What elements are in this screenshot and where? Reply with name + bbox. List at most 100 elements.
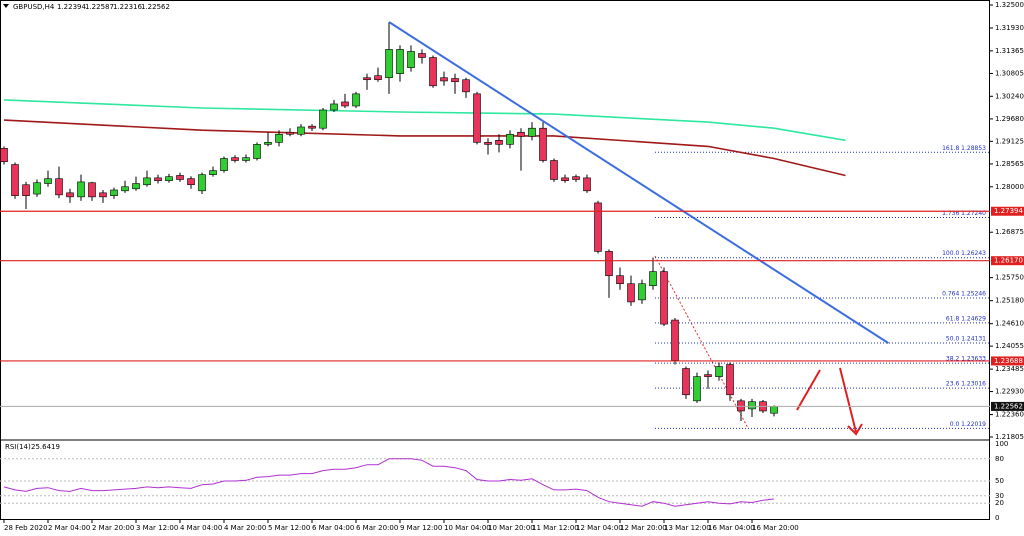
y-tick-label: 1.30805 xyxy=(995,69,1024,77)
y-tick-label: 1.25180 xyxy=(995,297,1024,305)
candle-body xyxy=(363,77,371,81)
candle-body xyxy=(704,374,712,377)
x-tick-label: 6 Mar 20:00 xyxy=(356,524,398,532)
rsi-tick-label: 80 xyxy=(995,455,1004,463)
x-tick-label: 12 Mar 20:00 xyxy=(620,524,667,532)
y-tick-label: 1.24055 xyxy=(995,342,1024,350)
candle-body xyxy=(660,271,668,325)
fib-label: 50.0 1.24131 xyxy=(946,336,986,343)
y-tick-label: 1.21805 xyxy=(995,433,1024,441)
y-tick-label: 1.26875 xyxy=(995,228,1024,236)
rsi-tick-label: 0 xyxy=(995,514,999,522)
rsi-tick-label: 50 xyxy=(995,477,1004,485)
arrow-up xyxy=(796,369,821,411)
current-price-tag xyxy=(991,401,1024,411)
ohlc-low: 1.22316 xyxy=(113,3,142,11)
candle-body xyxy=(770,406,778,414)
candle-body xyxy=(693,376,701,402)
fib-label: 61.8 1.24629 xyxy=(946,315,986,322)
candle-body xyxy=(33,182,41,195)
candle-body xyxy=(154,177,162,182)
candle-body xyxy=(506,133,514,145)
y-tick-label: 1.24610 xyxy=(995,320,1024,328)
candle-body xyxy=(198,174,206,192)
candle-body xyxy=(550,160,558,180)
level-tag xyxy=(991,356,1024,366)
trendline xyxy=(388,21,889,344)
y-tick-label: 1.29680 xyxy=(995,115,1024,123)
ohlc-open: 1.22394 xyxy=(57,3,86,11)
level-label: 1.23688 xyxy=(994,357,1023,365)
x-tick-label: 2 Mar 04:00 xyxy=(48,524,90,532)
candle-body xyxy=(165,176,173,182)
y-tick-label: 1.25750 xyxy=(995,274,1024,282)
candle-body xyxy=(407,51,415,68)
x-tick-label: 6 Mar 04:00 xyxy=(312,524,354,532)
candle-body xyxy=(55,178,63,196)
candle-body xyxy=(561,177,569,182)
candle-body xyxy=(209,170,217,175)
ohlc-high: 1.22587 xyxy=(85,3,114,11)
candle-body xyxy=(253,144,261,159)
candle-body xyxy=(484,142,492,145)
candle-body xyxy=(176,175,184,180)
candle-body xyxy=(616,275,624,285)
rsi-tick-label: 100 xyxy=(995,440,1008,448)
fib-anchor-line xyxy=(654,255,749,429)
rsi-value: 25.6419 xyxy=(31,443,60,451)
x-tick-label: 13 Mar 12:00 xyxy=(664,524,711,532)
level-tag xyxy=(991,256,1024,266)
candle-body xyxy=(715,366,723,377)
candle-body xyxy=(22,184,30,196)
candle-body xyxy=(99,192,107,198)
x-tick-label: 9 Mar 12:00 xyxy=(400,524,442,532)
y-tick-label: 1.22930 xyxy=(995,388,1024,396)
ohlc-close: 1.22562 xyxy=(141,3,170,11)
y-tick-label: 1.32500 xyxy=(995,1,1024,9)
candle-body xyxy=(418,53,426,58)
candle-body xyxy=(264,142,272,145)
candle-body xyxy=(341,101,349,107)
candle-body xyxy=(473,93,481,143)
candle-body xyxy=(627,283,635,303)
candle-body xyxy=(748,401,756,410)
candle-body xyxy=(429,57,437,87)
candle-body xyxy=(330,103,338,111)
candle-body xyxy=(726,364,734,396)
candle-body xyxy=(308,125,316,129)
rsi-title: RSI(14) xyxy=(5,443,31,451)
level-label: 1.27394 xyxy=(994,207,1023,215)
candle-body xyxy=(440,77,448,82)
candle-body xyxy=(286,131,294,135)
candle-body xyxy=(462,79,470,93)
candle-body xyxy=(495,140,503,145)
x-tick-label: 5 Mar 12:00 xyxy=(268,524,310,532)
x-tick-label: 10 Mar 20:00 xyxy=(488,524,535,532)
current-price-label: 1.22562 xyxy=(994,402,1023,410)
candle-body xyxy=(77,181,85,198)
rsi-tick-label: 20 xyxy=(995,499,1004,507)
fib-label: 0.0 1.22019 xyxy=(950,421,986,428)
x-tick-label: 2 Mar 20:00 xyxy=(92,524,134,532)
candle-body xyxy=(132,183,140,190)
level-label: 1.26170 xyxy=(994,257,1023,265)
candle-body xyxy=(0,148,8,163)
moving-average xyxy=(3,99,846,142)
candle-body xyxy=(143,177,151,186)
x-tick-label: 4 Mar 20:00 xyxy=(224,524,266,532)
y-tick-label: 1.30240 xyxy=(995,92,1024,100)
candle-body xyxy=(297,126,305,135)
candle-body xyxy=(187,178,195,186)
fib-label: 38.2 1.23633 xyxy=(946,356,986,363)
candle-body xyxy=(517,131,525,137)
candle-body xyxy=(275,133,283,143)
x-tick-label: 16 Mar 20:00 xyxy=(752,524,799,532)
candle-body xyxy=(396,49,404,74)
candle-body xyxy=(671,319,679,361)
candle-body xyxy=(583,177,591,192)
candle-body xyxy=(121,186,129,192)
candle-body xyxy=(242,157,250,161)
level-tag xyxy=(991,206,1024,216)
candle-body xyxy=(572,176,580,180)
y-tick-label: 1.28000 xyxy=(995,183,1024,191)
